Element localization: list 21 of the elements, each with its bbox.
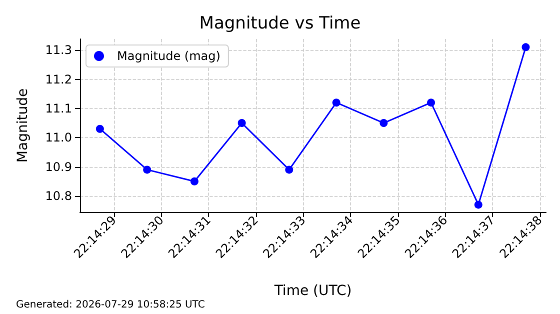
point bbox=[474, 200, 482, 209]
y-tick-label: 10.8 bbox=[45, 188, 72, 203]
text: Generated: 2026-07-29 10:58:25 UTC bbox=[16, 300, 205, 310]
y-tick-label: 11.2 bbox=[45, 72, 72, 86]
point bbox=[190, 177, 198, 186]
legend-label: Magnitude (mag) bbox=[117, 49, 220, 63]
point bbox=[96, 124, 104, 133]
x-axis-title: Time (UTC) bbox=[273, 283, 352, 299]
point bbox=[238, 119, 246, 128]
point bbox=[380, 119, 388, 128]
y-tick-label: 11.0 bbox=[45, 130, 72, 145]
point bbox=[332, 98, 340, 107]
y-tick-label: 11.1 bbox=[45, 101, 72, 116]
y-tick-label: 11.3 bbox=[45, 43, 72, 58]
point bbox=[285, 166, 294, 174]
point bbox=[427, 98, 436, 107]
y-tick-label: 10.9 bbox=[45, 160, 72, 174]
y-axis-title: Magnitude bbox=[15, 88, 31, 163]
point bbox=[522, 43, 530, 52]
chart-title: Magnitude vs Time bbox=[199, 14, 361, 34]
point bbox=[143, 166, 152, 174]
